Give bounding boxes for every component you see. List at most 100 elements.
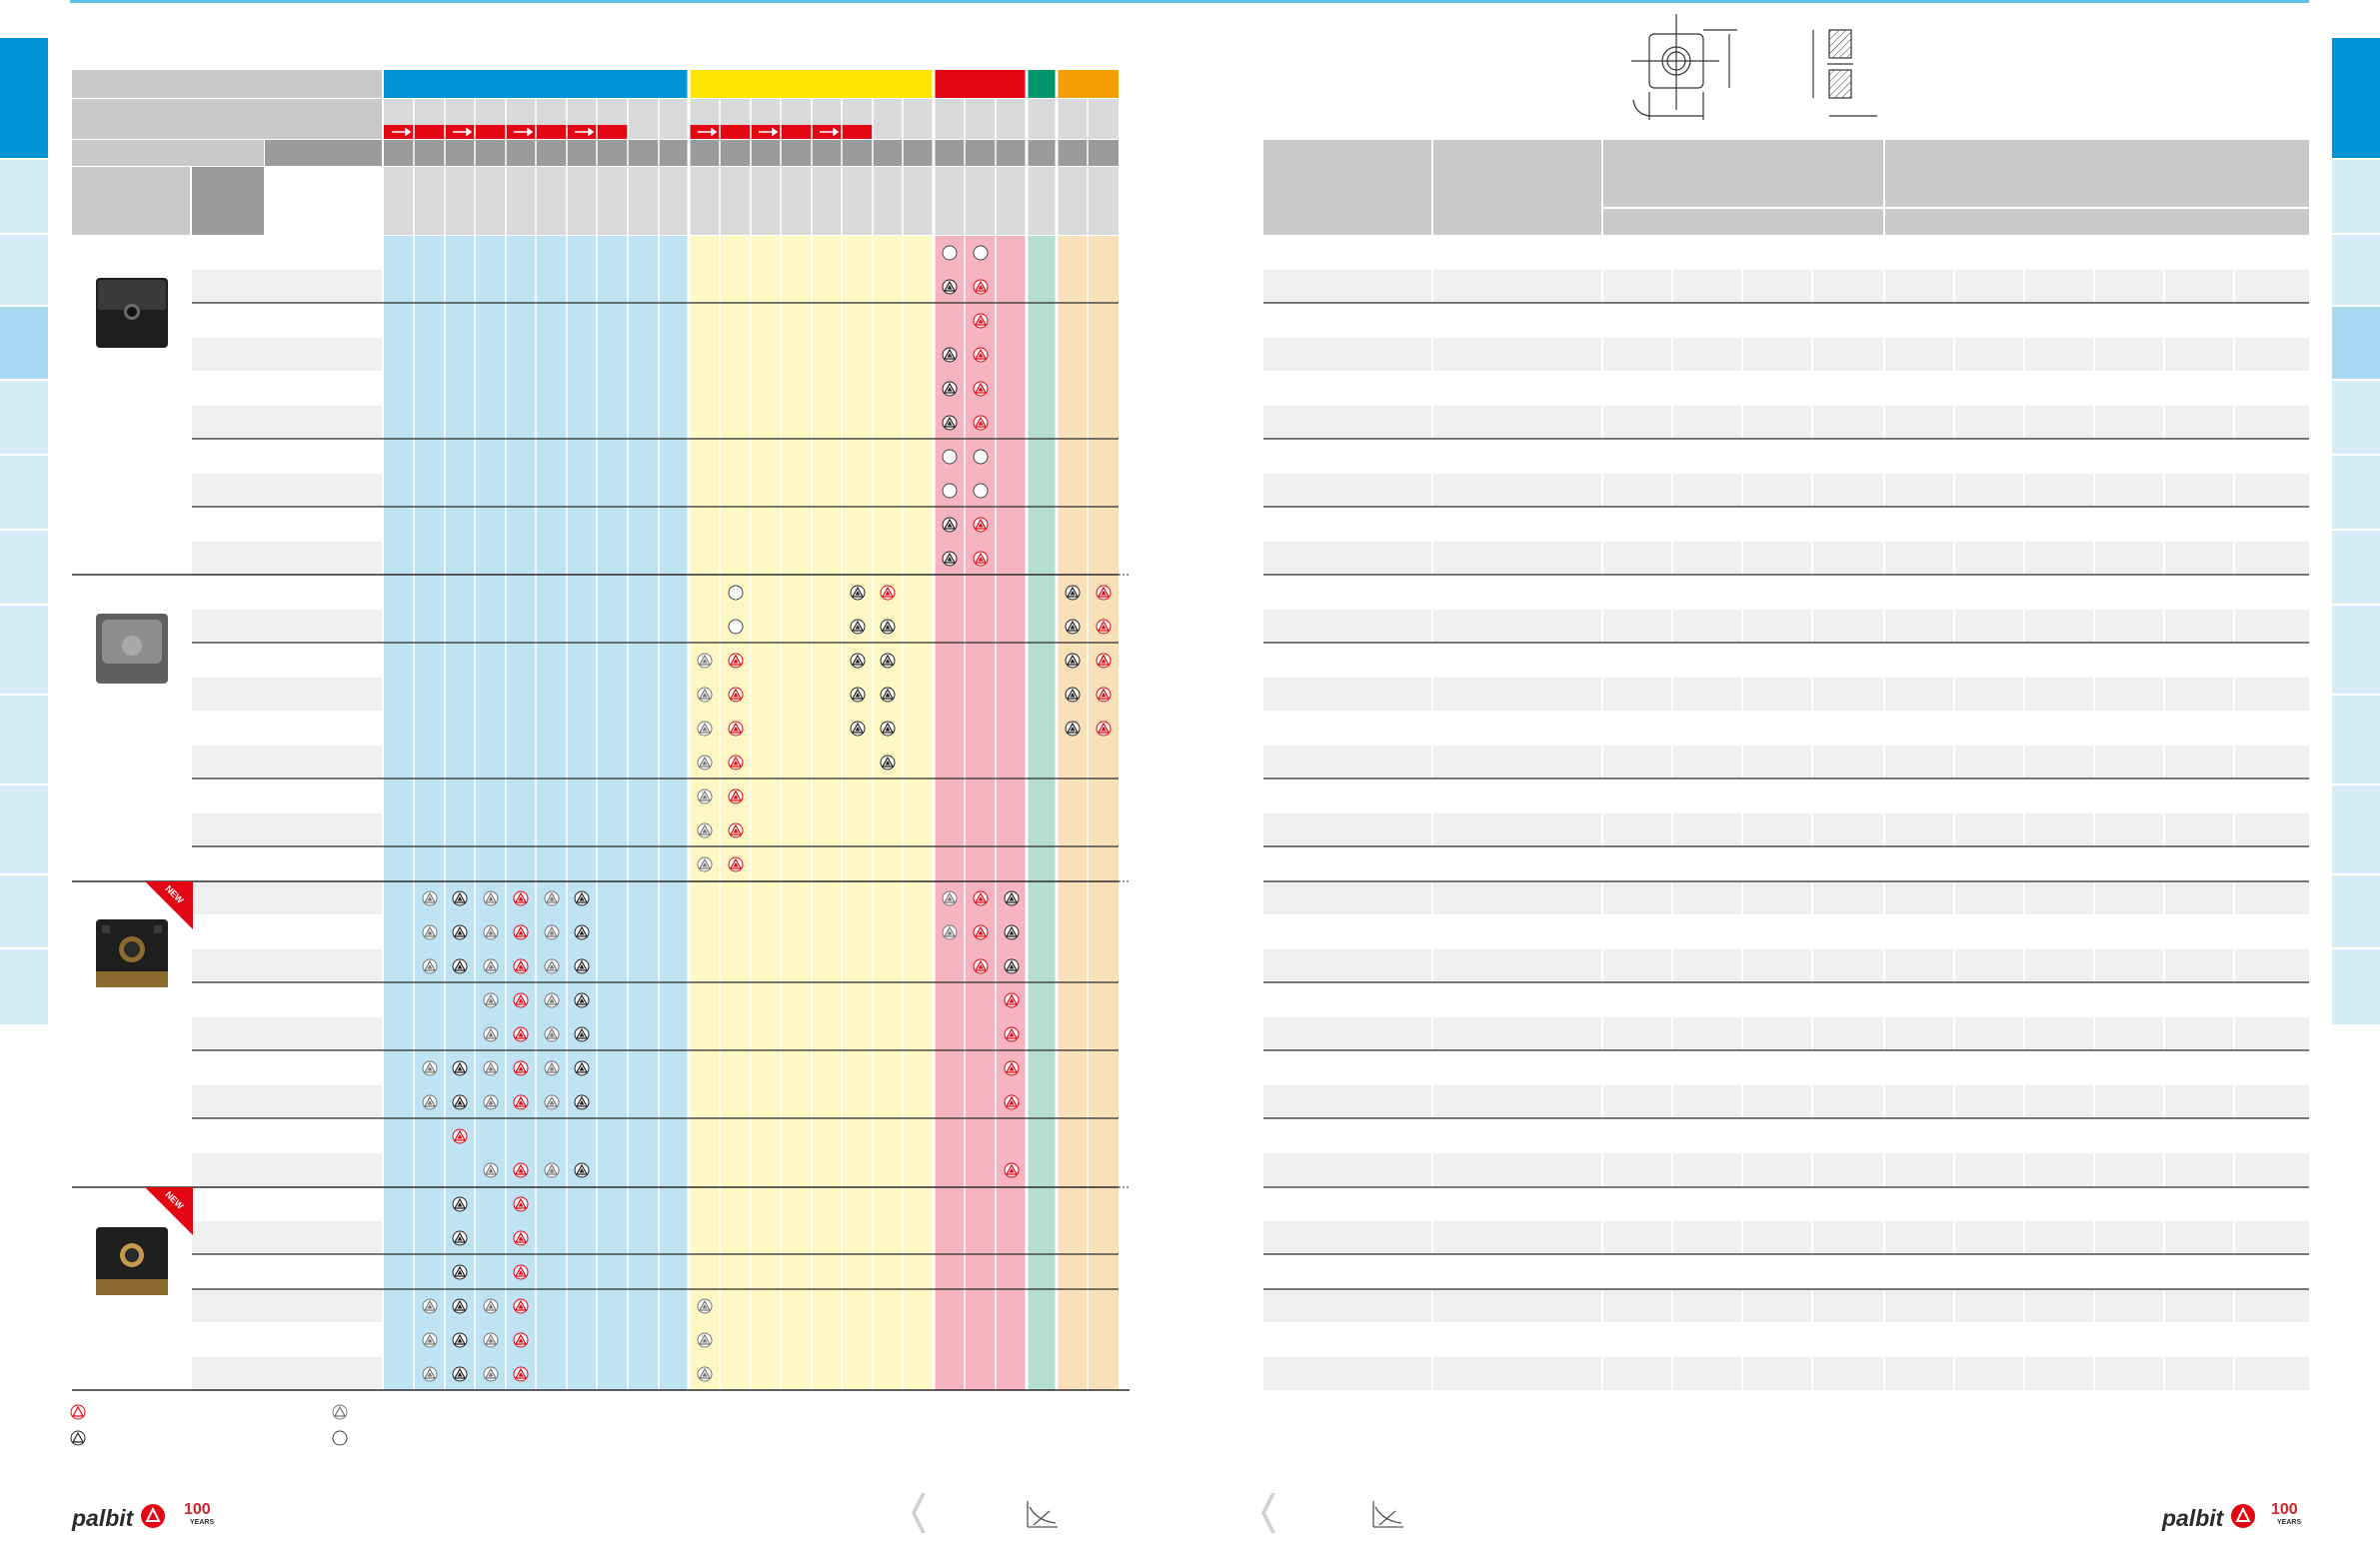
shaded-row <box>192 678 382 711</box>
red-triangle-icon <box>973 279 989 295</box>
grey-triangle-icon <box>942 924 958 940</box>
left-tab[interactable] <box>0 307 48 379</box>
shaded-row <box>192 1357 382 1390</box>
grey-triangle-icon <box>422 1060 438 1076</box>
left-tab[interactable] <box>0 606 48 694</box>
black-triangle-icon <box>942 517 958 533</box>
black-triangle-icon <box>942 551 958 567</box>
right-tab[interactable] <box>2332 160 2380 233</box>
right-tab[interactable] <box>2332 785 2380 873</box>
left-tab[interactable] <box>0 785 48 873</box>
right-header-cell <box>1885 140 2309 207</box>
grey-triangle-icon <box>483 1332 499 1348</box>
group-header-n <box>1028 70 1057 98</box>
red-triangle-icon <box>1004 1060 1020 1076</box>
black-triangle-icon <box>452 924 468 940</box>
red-triangle-icon <box>513 958 529 974</box>
black-triangle-icon <box>880 721 896 737</box>
shaded-row <box>1263 542 2309 575</box>
left-tab[interactable] <box>0 949 48 1024</box>
grey-triangle-icon <box>697 856 713 872</box>
right-tab[interactable] <box>2332 456 2380 529</box>
palbit-logo-icon <box>2231 1504 2255 1528</box>
circle-icon <box>973 483 989 499</box>
insert-image-3 <box>96 919 168 987</box>
black-triangle-icon <box>880 619 896 635</box>
black-triangle-icon <box>574 1094 590 1110</box>
right-tab[interactable] <box>2332 235 2380 305</box>
right-header-cell <box>1263 140 1431 235</box>
red-triangle-icon <box>513 992 529 1008</box>
grey-triangle-icon <box>483 1298 499 1314</box>
left-tab[interactable] <box>0 696 48 783</box>
black-triangle-icon <box>574 992 590 1008</box>
prev-page-chevron-icon[interactable] <box>912 1491 928 1535</box>
insert-image-1 <box>96 278 168 348</box>
anniversary-label: YEARS <box>190 1519 215 1526</box>
grey-triangle-icon <box>697 1332 713 1348</box>
grey-triangle-icon <box>544 890 560 906</box>
grey-triangle-icon <box>697 687 713 703</box>
left-tab[interactable] <box>0 235 48 305</box>
red-triangle-icon <box>513 1196 529 1212</box>
right-header-cell <box>1603 140 1883 207</box>
left-tab[interactable] <box>0 531 48 604</box>
right-tab[interactable] <box>2332 949 2380 1024</box>
red-triangle-icon <box>728 653 744 669</box>
black-triangle-icon <box>574 1162 590 1178</box>
shaded-row <box>192 949 382 982</box>
red-triangle-icon <box>728 788 744 804</box>
black-triangle-icon <box>880 653 896 669</box>
black-triangle-icon <box>452 1060 468 1076</box>
black-triangle-icon <box>1004 924 1020 940</box>
grey-triangle-icon <box>697 755 713 771</box>
shaded-row <box>1263 881 2309 914</box>
right-tab[interactable] <box>2332 875 2380 947</box>
shaded-row <box>1263 1153 2309 1186</box>
right-header-cell <box>1603 209 1883 235</box>
circle-icon <box>973 449 989 465</box>
black-triangle-icon <box>850 653 866 669</box>
cutting-data-chart-icon[interactable] <box>1369 1499 1405 1531</box>
header-label-cell <box>72 99 382 139</box>
left-tab-active[interactable] <box>0 38 48 158</box>
anniversary-label: YEARS <box>2277 1519 2302 1526</box>
body-column-n <box>1028 236 1057 1390</box>
header-label-cell <box>72 140 264 166</box>
right-tab[interactable] <box>2332 531 2380 604</box>
left-tab[interactable] <box>0 381 48 454</box>
grey-triangle-icon <box>544 992 560 1008</box>
right-tab[interactable] <box>2332 381 2380 454</box>
insert-image-2 <box>96 614 168 684</box>
right-tab[interactable] <box>2332 696 2380 783</box>
grey-triangle-icon <box>544 924 560 940</box>
grey-triangle-icon <box>483 992 499 1008</box>
left-tab[interactable] <box>0 875 48 947</box>
shaded-row <box>192 406 382 439</box>
circle-icon <box>332 1430 348 1446</box>
right-header-cell <box>1885 209 2309 235</box>
red-triangle-icon <box>1004 992 1020 1008</box>
black-triangle-icon <box>1065 687 1081 703</box>
insert-side-view-drawing <box>1812 29 1877 117</box>
black-triangle-icon <box>1004 890 1020 906</box>
black-triangle-icon <box>850 721 866 737</box>
prev-page-chevron-icon[interactable] <box>1261 1491 1277 1535</box>
black-triangle-icon <box>942 347 958 363</box>
shaded-row <box>1263 1085 2309 1118</box>
right-tab[interactable] <box>2332 307 2380 379</box>
grey-triangle-icon <box>942 890 958 906</box>
left-tab[interactable] <box>0 456 48 529</box>
right-tab[interactable] <box>2332 606 2380 694</box>
red-triangle-icon <box>1004 1094 1020 1110</box>
shaded-row <box>1263 1357 2309 1390</box>
grey-triangle-icon <box>422 1332 438 1348</box>
right-tab-active[interactable] <box>2332 38 2380 158</box>
cutting-data-chart-icon[interactable] <box>1024 1499 1060 1531</box>
shaded-row <box>1263 270 2309 303</box>
grey-triangle-icon <box>483 1060 499 1076</box>
left-tab[interactable] <box>0 160 48 233</box>
header-label-cell <box>265 140 382 166</box>
grey-triangle-icon <box>422 1298 438 1314</box>
red-triangle-icon <box>513 1162 529 1178</box>
